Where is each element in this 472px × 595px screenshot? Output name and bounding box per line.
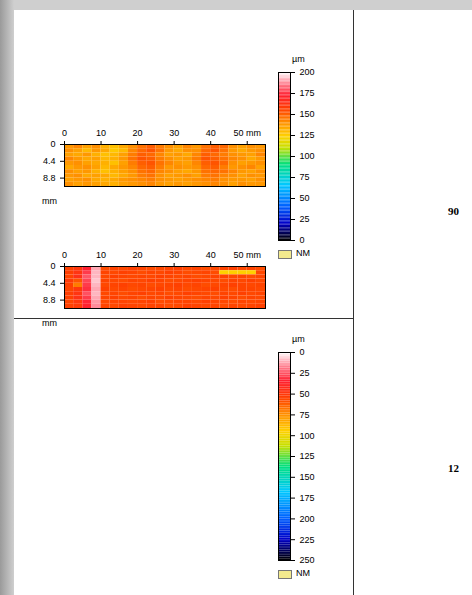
html-text:µm: µm [292, 334, 305, 344]
svg-text:150: 150 [300, 472, 315, 482]
svg-text:150: 150 [300, 109, 315, 119]
svg-text:200: 200 [300, 67, 315, 77]
svg-text:225: 225 [300, 535, 315, 545]
html-text:90: 90 [448, 205, 459, 217]
svg-text:200: 200 [300, 514, 315, 524]
html-text:mm: mm [42, 196, 57, 206]
svg-text:0: 0 [50, 139, 55, 149]
html-text:12: 12 [448, 462, 459, 474]
svg-text:100: 100 [300, 431, 315, 441]
svg-text:175: 175 [300, 493, 315, 503]
svg-text:0: 0 [62, 250, 67, 260]
html-text:NM: NM [296, 568, 310, 578]
svg-text:0: 0 [300, 347, 305, 357]
svg-text:30: 30 [169, 128, 179, 138]
svg-text:8.8: 8.8 [43, 173, 56, 183]
svg-text:0: 0 [300, 235, 305, 245]
svg-text:175: 175 [300, 88, 315, 98]
svg-text:40: 40 [206, 128, 216, 138]
svg-text:50: 50 [300, 193, 310, 203]
svg-text:25: 25 [300, 214, 310, 224]
svg-text:0: 0 [62, 128, 67, 138]
svg-text:25: 25 [300, 368, 310, 378]
svg-text:40: 40 [206, 250, 216, 260]
svg-text:20: 20 [133, 250, 143, 260]
html-text:µm: µm [292, 54, 305, 64]
svg-text:125: 125 [300, 451, 315, 461]
svg-text:75: 75 [300, 410, 310, 420]
svg-text:100: 100 [300, 151, 315, 161]
html-text:mm: mm [42, 318, 57, 328]
svg-text:50 mm: 50 mm [233, 128, 261, 138]
svg-text:50 mm: 50 mm [233, 250, 261, 260]
svg-text:125: 125 [300, 130, 315, 140]
svg-text:4.4: 4.4 [43, 156, 56, 166]
html-text:NM: NM [296, 248, 310, 258]
svg-text:10: 10 [96, 128, 106, 138]
svg-text:0: 0 [50, 261, 55, 271]
svg-text:8.8: 8.8 [43, 295, 56, 305]
svg-text:50: 50 [300, 389, 310, 399]
svg-text:20: 20 [133, 128, 143, 138]
svg-text:4.4: 4.4 [43, 278, 56, 288]
svg-text:75: 75 [300, 172, 310, 182]
svg-text:10: 10 [96, 250, 106, 260]
svg-text:250: 250 [300, 555, 315, 565]
svg-text:30: 30 [169, 250, 179, 260]
